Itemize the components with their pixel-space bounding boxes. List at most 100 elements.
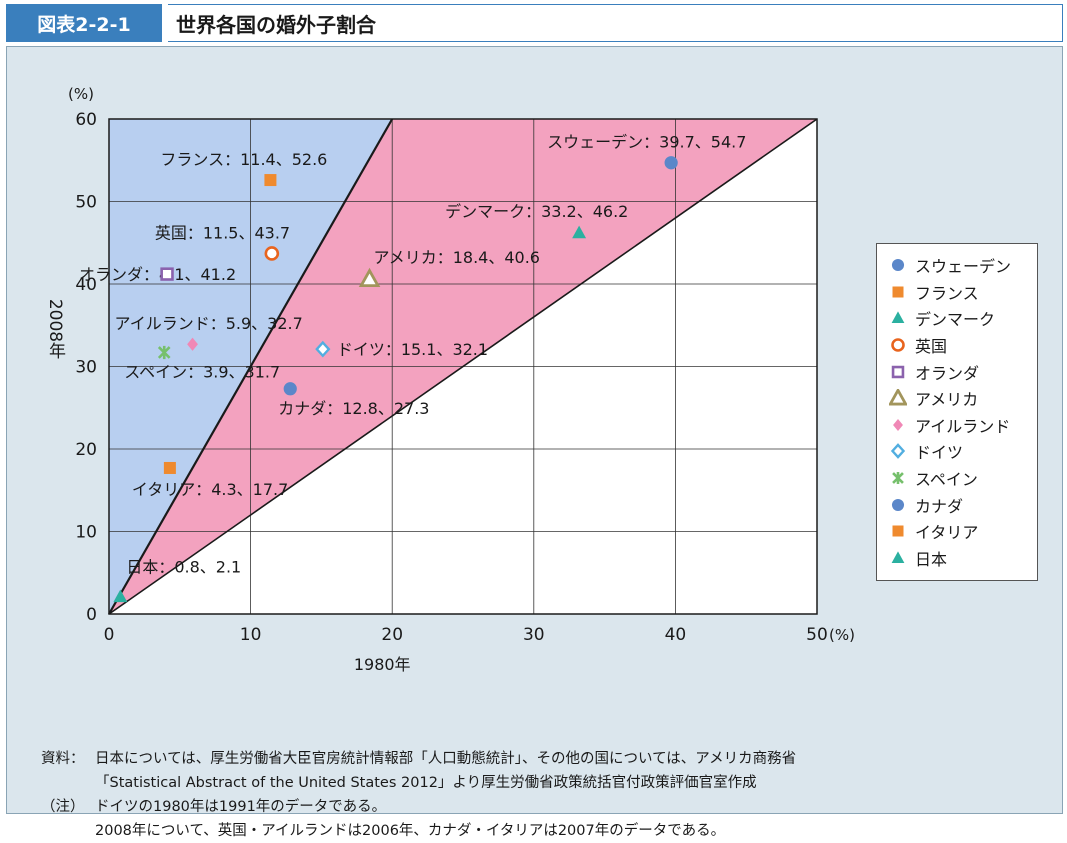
data-label: オランダ：4.1、41.2 xyxy=(79,265,236,284)
figure-panel: 0 10 20 30 40 50 0 10 20 30 40 50 60 (%) (%) 1980年 2008年… xyxy=(6,46,1063,839)
data-label: スペイン：3.9、31.7 xyxy=(124,362,280,381)
note-head xyxy=(41,819,95,843)
boundary-line-steep xyxy=(108,118,394,615)
legend-label: アメリカ xyxy=(915,390,979,410)
note-text: ドイツの1980年は1991年のデータである。 xyxy=(95,799,387,815)
legend-marker xyxy=(892,471,904,485)
x-tick-label: 40 xyxy=(665,625,687,645)
marker-open-square xyxy=(891,365,905,378)
marker-triangle xyxy=(891,311,905,324)
chart-legend: スウェーデン フランスデンマーク英国オランダアメリカアイルランド ドイツスペインカナ… xyxy=(876,243,1038,581)
marker-open-triangle xyxy=(358,267,381,288)
y-tick-label: 30 xyxy=(75,358,97,378)
legend-label: スペイン xyxy=(915,470,978,490)
note-row: （注） ドイツの1980年は1991年のデータである。 xyxy=(41,795,796,819)
legend-item: デンマーク xyxy=(889,305,1037,332)
y-tick-label: 60 xyxy=(75,110,97,130)
data-label: 日本：0.8、2.1 xyxy=(126,558,241,577)
marker-open-diamond xyxy=(315,340,331,358)
note-head: （注） xyxy=(41,799,85,815)
legend-label: 英国 xyxy=(915,337,948,357)
data-point xyxy=(664,156,678,170)
y-tick-label: 0 xyxy=(86,605,97,625)
y-tick-label: 40 xyxy=(75,275,97,295)
marker-circle xyxy=(891,498,905,511)
marker-ring xyxy=(891,338,905,352)
data-point xyxy=(264,174,277,187)
legend-marker xyxy=(891,311,905,324)
figure-number-badge: 図表2-2-1 xyxy=(6,4,162,42)
legend-item: ドイツ xyxy=(889,438,1037,465)
x-tick-label: 10 xyxy=(240,625,262,645)
scatter-chart: 0 10 20 30 40 50 0 10 20 30 40 50 60 (%) (%) 1980年 2008年… xyxy=(45,85,855,674)
marker-star xyxy=(892,471,904,485)
data-label: イタリア：4.3、17.7 xyxy=(132,480,288,499)
x-tick-label: 30 xyxy=(523,625,545,645)
x-tick-label: 50 xyxy=(806,625,828,645)
legend-marker xyxy=(892,525,904,537)
data-point xyxy=(572,225,587,239)
note-text: 「Statistical Abstract of the United Stat… xyxy=(95,775,757,791)
note-row: 2008年について、英国・アイルランドは2006年、カナダ・イタリアは2007年… xyxy=(41,819,796,843)
x-unit-label: (%) xyxy=(829,626,855,644)
note-row: 資料： 日本については、厚生労働省大臣官房統計情報部「人口動態統計」、その他の国に… xyxy=(41,747,796,771)
legend-item: 英国 xyxy=(889,332,1037,359)
legend-item: カナダ xyxy=(889,491,1037,518)
y-axis-title: 2008年 xyxy=(45,299,66,359)
legend-item: 日本 xyxy=(889,545,1037,572)
marker-open-diamond xyxy=(890,443,906,460)
data-label: スウェーデン：39.7、54.7 xyxy=(547,133,746,152)
legend-label: イタリア xyxy=(915,523,979,543)
data-label: 英国：11.5、43.7 xyxy=(155,223,290,242)
marker-open-triangle xyxy=(889,389,907,406)
plot-frame xyxy=(108,118,818,615)
data-point xyxy=(264,246,280,261)
marker-triangle xyxy=(572,225,587,239)
data-point xyxy=(315,340,331,358)
legend-item: スウェーデン xyxy=(889,252,1037,279)
legend-label: ドイツ xyxy=(915,443,964,463)
data-point xyxy=(113,589,128,603)
x-axis-title: 1980年 xyxy=(354,655,411,674)
data-point xyxy=(358,267,381,288)
legend-item: アメリカ xyxy=(889,385,1037,412)
marker-triangle xyxy=(113,589,128,603)
legend-marker xyxy=(891,365,905,378)
note-text: 2008年について、英国・アイルランドは2006年、カナダ・イタリアは2007年… xyxy=(95,823,726,839)
marker-square xyxy=(892,286,904,298)
data-label: カナダ：12.8、27.3 xyxy=(278,399,429,418)
legend-item: オランダ xyxy=(889,358,1037,385)
y-tick-label: 20 xyxy=(75,440,97,460)
boundary-line-shallow xyxy=(108,118,818,615)
legend-marker xyxy=(891,498,905,511)
legend-label: デンマーク xyxy=(915,310,996,330)
legend-item: スペイン xyxy=(889,465,1037,492)
data-point xyxy=(283,382,297,396)
note-head: 資料： xyxy=(41,751,85,767)
note-text: 日本については、厚生労働省大臣官房統計情報部「人口動態統計」、その他の国について… xyxy=(95,751,797,767)
data-point xyxy=(157,345,171,360)
figure-header: 図表2-2-1 世界各国の婚外子割合 xyxy=(6,4,1063,42)
legend-item: アイルランド xyxy=(889,412,1037,439)
marker-open-square xyxy=(160,267,174,281)
data-label: フランス：11.4、52.6 xyxy=(160,150,327,169)
legend-label: アイルランド xyxy=(915,416,1011,436)
legend-marker xyxy=(889,389,907,406)
legend-label: カナダ xyxy=(915,496,964,516)
y-unit-label: (%) xyxy=(68,85,94,103)
legend-item: フランス xyxy=(889,279,1037,306)
marker-circle xyxy=(891,259,905,272)
data-label: ドイツ：15.1、32.1 xyxy=(337,340,488,359)
x-tick-label: 20 xyxy=(381,625,403,645)
legend-marker xyxy=(890,443,906,460)
legend-marker xyxy=(892,286,904,298)
note-head xyxy=(41,771,95,795)
x-tick-label: 0 xyxy=(104,625,115,645)
data-point xyxy=(163,461,176,474)
legend-label: 日本 xyxy=(915,549,948,569)
marker-triangle xyxy=(891,551,905,563)
data-point xyxy=(160,267,174,281)
marker-square xyxy=(163,461,176,474)
legend-label: オランダ xyxy=(915,363,980,383)
figure-notes: 資料： 日本については、厚生労働省大臣官房統計情報部「人口動態統計」、その他の国に… xyxy=(41,747,796,843)
